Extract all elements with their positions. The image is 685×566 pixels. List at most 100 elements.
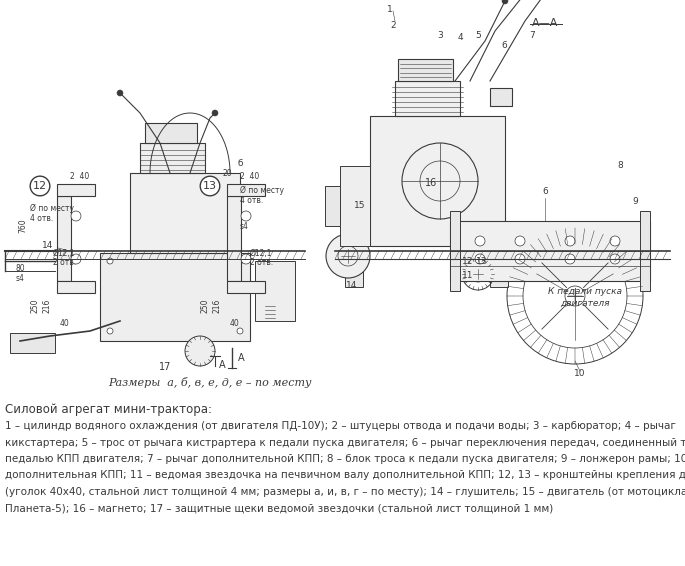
Text: 5: 5 bbox=[475, 32, 481, 41]
Text: Силовой агрегат мини-трактора:: Силовой агрегат мини-трактора: bbox=[5, 403, 212, 416]
Circle shape bbox=[565, 236, 575, 246]
Text: 13: 13 bbox=[203, 181, 217, 191]
Text: 12: 12 bbox=[462, 256, 474, 265]
Circle shape bbox=[71, 211, 81, 221]
Circle shape bbox=[515, 254, 525, 264]
Text: 2 отв.: 2 отв. bbox=[53, 258, 76, 267]
Text: 14: 14 bbox=[347, 281, 358, 290]
Circle shape bbox=[237, 258, 243, 264]
Circle shape bbox=[610, 254, 620, 264]
Bar bbox=[490, 88, 512, 106]
Text: Ø12,1: Ø12,1 bbox=[250, 249, 273, 258]
Text: 4: 4 bbox=[457, 33, 463, 42]
Circle shape bbox=[515, 236, 525, 246]
Bar bbox=[130, 173, 240, 253]
Bar bbox=[450, 211, 460, 291]
Circle shape bbox=[237, 328, 243, 334]
Text: 80: 80 bbox=[15, 264, 25, 273]
Circle shape bbox=[502, 0, 508, 4]
Text: 13: 13 bbox=[476, 256, 488, 265]
Text: 1 – цилиндр водяного охлаждения (от двигателя ПД-10У); 2 – штуцеры отвода и пода: 1 – цилиндр водяного охлаждения (от двиг… bbox=[5, 421, 676, 431]
Circle shape bbox=[107, 258, 113, 264]
Text: 15: 15 bbox=[354, 201, 366, 211]
Bar bbox=[345, 259, 363, 287]
Text: 10: 10 bbox=[574, 370, 586, 379]
Bar bbox=[395, 81, 460, 116]
Text: Ø12,1: Ø12,1 bbox=[53, 249, 75, 258]
Text: Ø по месту: Ø по месту bbox=[240, 186, 284, 195]
Bar bbox=[145, 123, 197, 143]
Text: 2 отв.: 2 отв. bbox=[250, 258, 273, 267]
Text: 12: 12 bbox=[33, 181, 47, 191]
Text: s4: s4 bbox=[16, 274, 25, 283]
Circle shape bbox=[610, 236, 620, 246]
Circle shape bbox=[326, 234, 370, 278]
Bar bbox=[57, 184, 95, 196]
Text: А—А: А—А bbox=[532, 18, 558, 28]
Bar bbox=[450, 221, 650, 281]
Text: 250: 250 bbox=[31, 298, 40, 313]
Bar bbox=[10, 333, 55, 353]
Text: 216: 216 bbox=[42, 299, 51, 313]
Text: 4 отв.: 4 отв. bbox=[240, 196, 263, 205]
Bar bbox=[227, 184, 265, 196]
Bar bbox=[640, 211, 650, 291]
Text: 20: 20 bbox=[222, 169, 232, 178]
Bar bbox=[140, 143, 205, 173]
Text: К педали пуска: К педали пуска bbox=[548, 287, 622, 296]
Bar bbox=[340, 166, 370, 246]
Circle shape bbox=[475, 236, 485, 246]
Text: 11: 11 bbox=[462, 272, 474, 281]
Text: 2  40: 2 40 bbox=[240, 172, 259, 181]
Text: 16: 16 bbox=[425, 178, 437, 188]
Text: 40: 40 bbox=[60, 319, 70, 328]
Text: б: б bbox=[237, 159, 242, 168]
Text: педалью КПП двигателя; 7 – рычаг дополнительной КПП; 8 – блок троса к педали пус: педалью КПП двигателя; 7 – рычаг дополни… bbox=[5, 454, 685, 464]
Text: двигателя: двигателя bbox=[560, 299, 610, 308]
Text: 14: 14 bbox=[42, 242, 53, 251]
Text: А: А bbox=[219, 360, 225, 370]
Text: (уголок 40х40, стальной лист толщиной 4 мм; размеры а, и, в, г – по месту); 14 –: (уголок 40х40, стальной лист толщиной 4 … bbox=[5, 487, 685, 497]
Text: 3: 3 bbox=[437, 32, 443, 41]
Circle shape bbox=[212, 110, 218, 116]
Text: 7: 7 bbox=[529, 32, 535, 41]
Circle shape bbox=[185, 336, 215, 366]
Text: Размеры  а, б, в, е, д, е – по месту: Размеры а, б, в, е, д, е – по месту bbox=[108, 377, 312, 388]
Circle shape bbox=[565, 254, 575, 264]
Circle shape bbox=[107, 328, 113, 334]
Text: дополнительная КПП; 11 – ведомая звездочка на печвичном валу дополнительной КПП;: дополнительная КПП; 11 – ведомая звездоч… bbox=[5, 470, 685, 481]
Bar bbox=[227, 196, 241, 281]
Bar bbox=[325, 186, 340, 226]
Circle shape bbox=[241, 254, 251, 264]
Text: s4: s4 bbox=[240, 222, 249, 231]
Text: 760: 760 bbox=[18, 218, 27, 233]
Text: 4 отв.: 4 отв. bbox=[30, 214, 53, 223]
Bar bbox=[57, 196, 71, 281]
Text: 40: 40 bbox=[230, 319, 240, 328]
Text: Ø по месту: Ø по месту bbox=[30, 204, 74, 213]
Bar bbox=[227, 281, 265, 293]
Text: 8: 8 bbox=[617, 161, 623, 170]
Text: 2  40: 2 40 bbox=[70, 172, 89, 181]
Text: 250: 250 bbox=[201, 298, 210, 313]
Text: Планета-5); 16 – магнето; 17 – защитные щеки ведомой звездочки (стальной лист то: Планета-5); 16 – магнето; 17 – защитные … bbox=[5, 504, 553, 513]
Circle shape bbox=[475, 254, 485, 264]
Text: 9: 9 bbox=[632, 196, 638, 205]
Text: 1: 1 bbox=[387, 5, 393, 14]
Text: кикстартера; 5 – трос от рычага кистрартера к педали пуска двигателя; 6 – рычаг : кикстартера; 5 – трос от рычага кистрарт… bbox=[5, 438, 685, 448]
Bar bbox=[57, 281, 95, 293]
FancyBboxPatch shape bbox=[370, 116, 505, 246]
Bar bbox=[100, 253, 250, 341]
Circle shape bbox=[117, 90, 123, 96]
Text: 216: 216 bbox=[212, 299, 221, 313]
Text: 6: 6 bbox=[501, 41, 507, 50]
Text: А: А bbox=[238, 353, 245, 363]
Text: 6: 6 bbox=[542, 187, 548, 196]
Text: 17: 17 bbox=[159, 362, 171, 372]
Circle shape bbox=[241, 211, 251, 221]
Circle shape bbox=[71, 254, 81, 264]
Bar bbox=[490, 259, 508, 287]
Bar bbox=[398, 59, 453, 81]
Bar bbox=[255, 261, 295, 321]
Text: 2: 2 bbox=[390, 22, 396, 31]
